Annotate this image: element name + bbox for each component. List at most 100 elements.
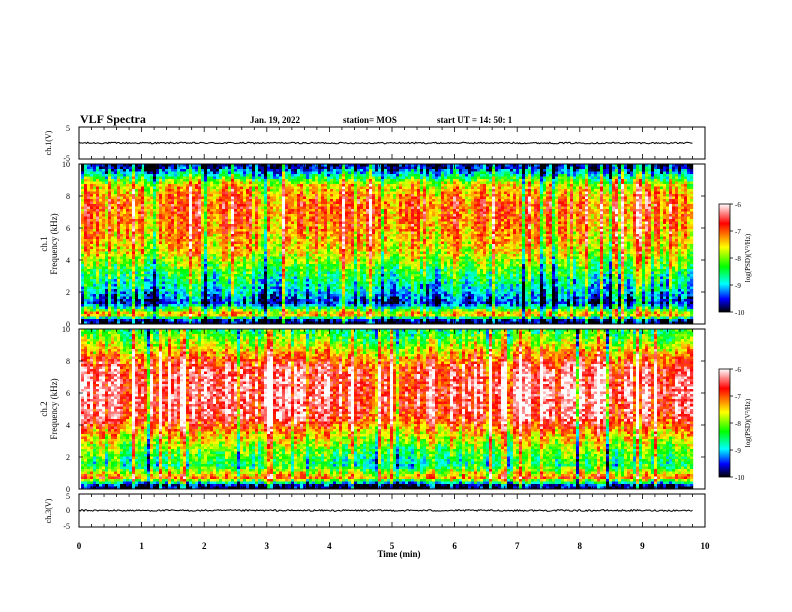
spectrogram-cell bbox=[123, 179, 126, 182]
spectrogram-cell bbox=[210, 174, 213, 177]
spectrogram-cell bbox=[213, 317, 216, 320]
spectrogram-cell bbox=[84, 282, 87, 285]
spectrogram-cell bbox=[120, 207, 123, 210]
spectrogram-cell bbox=[270, 232, 273, 235]
spectrogram-cell bbox=[219, 237, 222, 240]
spectrogram-cell bbox=[240, 224, 243, 227]
spectrogram-cell bbox=[180, 224, 183, 227]
spectrogram-cell bbox=[237, 247, 240, 250]
spectrogram-cell bbox=[222, 174, 225, 177]
spectrogram-cell bbox=[87, 294, 90, 297]
spectrogram-cell bbox=[252, 289, 255, 292]
spectrogram-cell bbox=[120, 217, 123, 220]
spectrogram-cell bbox=[273, 254, 276, 257]
spectrogram-cell bbox=[222, 222, 225, 225]
spectrogram-cell bbox=[216, 269, 219, 272]
spectrogram-cell bbox=[225, 229, 228, 232]
spectrogram-cell bbox=[84, 229, 87, 232]
spectrogram-cell bbox=[303, 222, 306, 225]
spectrogram-cell bbox=[144, 279, 147, 282]
spectrogram-cell bbox=[84, 172, 87, 175]
spectrogram-cell bbox=[216, 317, 219, 320]
spectrogram-cell bbox=[240, 179, 243, 182]
spectrogram-cell bbox=[258, 262, 261, 265]
spectrogram-cell bbox=[261, 224, 264, 227]
spectrogram-cell bbox=[153, 282, 156, 285]
spectrogram-cell bbox=[90, 207, 93, 210]
spectrogram-cell bbox=[177, 294, 180, 297]
spectrogram-cell bbox=[162, 289, 165, 292]
spectrogram-cell bbox=[150, 204, 153, 207]
spectrogram-cell bbox=[297, 294, 300, 297]
spectrogram-cell bbox=[114, 267, 117, 270]
spectrogram-cell bbox=[267, 282, 270, 285]
spectrogram-cell bbox=[303, 257, 306, 260]
spectrogram-cell bbox=[132, 169, 135, 172]
spectrogram-cell bbox=[120, 254, 123, 257]
spectrogram-cell bbox=[87, 249, 90, 252]
spectrogram-cell bbox=[126, 219, 129, 222]
spectrogram-cell bbox=[99, 279, 102, 282]
spectrogram-cell bbox=[297, 284, 300, 287]
spectrogram-cell bbox=[309, 212, 312, 215]
spectrogram-cell bbox=[114, 227, 117, 230]
spectrogram-cell bbox=[300, 257, 303, 260]
spectrogram-cell bbox=[165, 274, 168, 277]
spectrogram-cell bbox=[147, 294, 150, 297]
spectrogram-cell bbox=[102, 294, 105, 297]
spectrogram-cell bbox=[108, 214, 111, 217]
spectrogram-cell bbox=[180, 254, 183, 257]
spectrogram-cell bbox=[264, 187, 267, 190]
spectrogram-cell bbox=[246, 292, 249, 295]
spectrogram-cell bbox=[93, 222, 96, 225]
spectrogram-cell bbox=[141, 272, 144, 275]
spectrogram-cell bbox=[153, 169, 156, 172]
spectrogram-cell bbox=[144, 187, 147, 190]
spectrogram-cell bbox=[243, 254, 246, 257]
spectrogram-cell bbox=[81, 299, 84, 302]
spectrogram-cell bbox=[120, 179, 123, 182]
spectrogram-cell bbox=[105, 287, 108, 290]
spectrogram-cell bbox=[276, 279, 279, 282]
spectrogram-cell bbox=[159, 169, 162, 172]
spectrogram-cell bbox=[264, 267, 267, 270]
spectrogram-cell bbox=[99, 287, 102, 290]
spectrogram-cell bbox=[141, 187, 144, 190]
spectrogram-cell bbox=[228, 217, 231, 220]
spectrogram-cell bbox=[93, 179, 96, 182]
spectrogram-cell bbox=[87, 222, 90, 225]
spectrogram-cell bbox=[285, 204, 288, 207]
spectrogram-cell bbox=[255, 167, 258, 170]
spectrogram-cell bbox=[261, 269, 264, 272]
spectrogram-cell bbox=[84, 167, 87, 170]
spectrogram-cell bbox=[117, 227, 120, 230]
spectrogram-cell bbox=[123, 212, 126, 215]
spectrogram-cell bbox=[222, 307, 225, 310]
spectrogram-cell bbox=[285, 292, 288, 295]
spectrogram-cell bbox=[153, 179, 156, 182]
spectrogram-cell bbox=[228, 227, 231, 230]
spectrogram-cell bbox=[216, 219, 219, 222]
spectrogram-cell bbox=[231, 274, 234, 277]
spectrogram-cell bbox=[222, 309, 225, 312]
spectrogram-cell bbox=[87, 299, 90, 302]
spectrogram-cell bbox=[297, 247, 300, 250]
spectrogram-cell bbox=[174, 262, 177, 265]
spectrogram-cell bbox=[87, 274, 90, 277]
spectrogram-cell bbox=[96, 239, 99, 242]
spectrogram-cell bbox=[81, 282, 84, 285]
spectrogram-cell bbox=[192, 274, 195, 277]
spectrogram-cell bbox=[186, 197, 189, 200]
spectrogram-cell bbox=[183, 287, 186, 290]
spectrogram-cell bbox=[204, 187, 207, 190]
spectrogram-cell bbox=[168, 209, 171, 212]
spectrogram-cell bbox=[198, 237, 201, 240]
spectrogram-cell bbox=[150, 249, 153, 252]
spectrogram-cell bbox=[240, 184, 243, 187]
spectrogram-cell bbox=[111, 222, 114, 225]
spectrogram-cell bbox=[162, 317, 165, 320]
spectrogram-cell bbox=[153, 204, 156, 207]
spectrogram-cell bbox=[303, 212, 306, 215]
spectrogram-cell bbox=[147, 229, 150, 232]
spectrogram-cell bbox=[123, 202, 126, 205]
